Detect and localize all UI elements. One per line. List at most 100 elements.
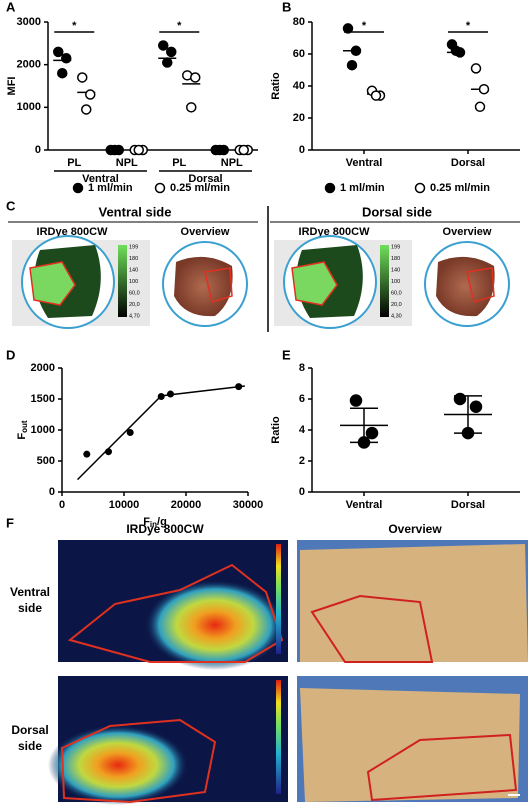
data-point bbox=[186, 102, 197, 113]
data-point bbox=[158, 40, 169, 51]
data-point bbox=[370, 90, 382, 101]
legend-label: 1 ml/min bbox=[340, 182, 385, 194]
colorbar-label: 60,0 bbox=[391, 290, 402, 296]
y-tick-label: 60 bbox=[293, 48, 305, 60]
colorbar-label: 4,30 bbox=[391, 313, 402, 319]
data-point bbox=[166, 46, 177, 58]
data-point bbox=[157, 393, 165, 401]
data-point bbox=[61, 53, 72, 64]
axis-label-sub: in bbox=[150, 520, 157, 529]
data-point bbox=[109, 144, 120, 156]
roi bbox=[67, 563, 284, 663]
axis-label-part: F bbox=[16, 433, 28, 440]
y-tick-label: 0 bbox=[49, 486, 55, 498]
heatmap-hot bbox=[48, 725, 188, 805]
roi bbox=[291, 261, 338, 306]
y-tick-label: 0 bbox=[35, 144, 41, 156]
y-tick-label: 2 bbox=[299, 455, 305, 467]
y-tick-label: 0 bbox=[299, 486, 305, 498]
row-label-line: Ventral bbox=[10, 585, 50, 599]
panel-label: F bbox=[6, 515, 14, 530]
data-point bbox=[162, 57, 173, 68]
significance-label: * bbox=[72, 20, 77, 32]
legend-swatch bbox=[72, 182, 84, 194]
colorbar-label: 4,70 bbox=[129, 313, 140, 319]
y-tick-label: 500 bbox=[37, 455, 55, 467]
axis-label-part: /g bbox=[157, 516, 167, 528]
y-tick-label: 4 bbox=[299, 424, 306, 436]
group-label: Dorsal bbox=[188, 173, 222, 185]
y-tick-label: 2000 bbox=[17, 59, 41, 71]
data-point bbox=[235, 383, 243, 391]
liver-photo bbox=[174, 256, 233, 317]
data-point bbox=[461, 426, 475, 440]
side-title: Ventral side bbox=[99, 204, 172, 219]
roi bbox=[29, 261, 76, 306]
row-label-line: Dorsal bbox=[11, 723, 48, 737]
axis-label: Fin/g bbox=[143, 516, 167, 529]
axis-label: Fout bbox=[16, 420, 29, 440]
data-point bbox=[478, 83, 490, 95]
row-label-line: side bbox=[18, 601, 42, 615]
heatmap-hot bbox=[145, 580, 285, 670]
x-tick-label: Ventral bbox=[346, 157, 383, 169]
data-point bbox=[167, 390, 174, 398]
data-point bbox=[342, 23, 354, 34]
y-tick-label: 40 bbox=[293, 80, 305, 92]
data-point bbox=[105, 448, 112, 456]
group-label: Ventral bbox=[82, 173, 119, 185]
fit-line bbox=[76, 385, 245, 481]
colorbar-label: 20,0 bbox=[129, 302, 140, 308]
legend-swatch bbox=[414, 182, 426, 194]
panel-label: E bbox=[282, 347, 291, 362]
y-tick-label: 80 bbox=[293, 16, 305, 28]
roi bbox=[366, 733, 518, 802]
colorbar-label: 100 bbox=[129, 279, 138, 285]
x-tick-label: 20000 bbox=[171, 499, 202, 511]
image-label: IRDye 800CW bbox=[299, 226, 371, 238]
x-tick-label: Ventral bbox=[346, 499, 383, 511]
significance-label: * bbox=[362, 20, 367, 32]
y-tick-label: 2000 bbox=[31, 362, 55, 374]
y-tick-label: 20 bbox=[293, 112, 305, 124]
x-tick-label: PL bbox=[67, 157, 81, 169]
y-axis-label: Ratio bbox=[270, 416, 282, 444]
image-label: Overview bbox=[181, 226, 230, 238]
colorbar-label: 199 bbox=[391, 244, 400, 250]
panel-label: C bbox=[6, 198, 16, 213]
colorbar bbox=[276, 680, 281, 794]
data-point bbox=[77, 72, 88, 83]
data-point bbox=[81, 104, 92, 115]
roi bbox=[310, 594, 434, 663]
colorbar bbox=[380, 245, 389, 317]
data-point bbox=[470, 63, 482, 74]
panel-label: A bbox=[6, 0, 16, 14]
y-tick-label: 1000 bbox=[31, 424, 55, 436]
image-label: Overview bbox=[443, 226, 492, 238]
colorbar-label: 100 bbox=[391, 279, 400, 285]
data-point bbox=[133, 144, 144, 156]
x-tick-label: Dorsal bbox=[451, 157, 485, 169]
image-label: Overview bbox=[388, 522, 442, 536]
liver-photo bbox=[436, 256, 495, 317]
colorbar-label: 180 bbox=[129, 256, 138, 262]
significance-label: * bbox=[177, 20, 182, 32]
panel-label: D bbox=[6, 347, 15, 362]
y-tick-label: 8 bbox=[299, 362, 305, 374]
colorbar bbox=[276, 544, 281, 654]
data-point bbox=[474, 101, 486, 113]
panel-label: B bbox=[282, 0, 291, 14]
x-tick-label: Dorsal bbox=[451, 499, 485, 511]
colorbar bbox=[118, 245, 127, 317]
significance-label: * bbox=[466, 20, 471, 32]
data-point bbox=[450, 45, 462, 57]
x-tick-label: PL bbox=[172, 157, 186, 169]
data-point bbox=[85, 89, 96, 100]
tissue bbox=[300, 544, 528, 662]
data-point bbox=[365, 426, 379, 440]
legend-swatch bbox=[324, 182, 336, 194]
row-label: Ventral side bbox=[10, 585, 50, 615]
x-tick-label: 10000 bbox=[109, 499, 140, 511]
row-label-line: side bbox=[18, 739, 42, 753]
